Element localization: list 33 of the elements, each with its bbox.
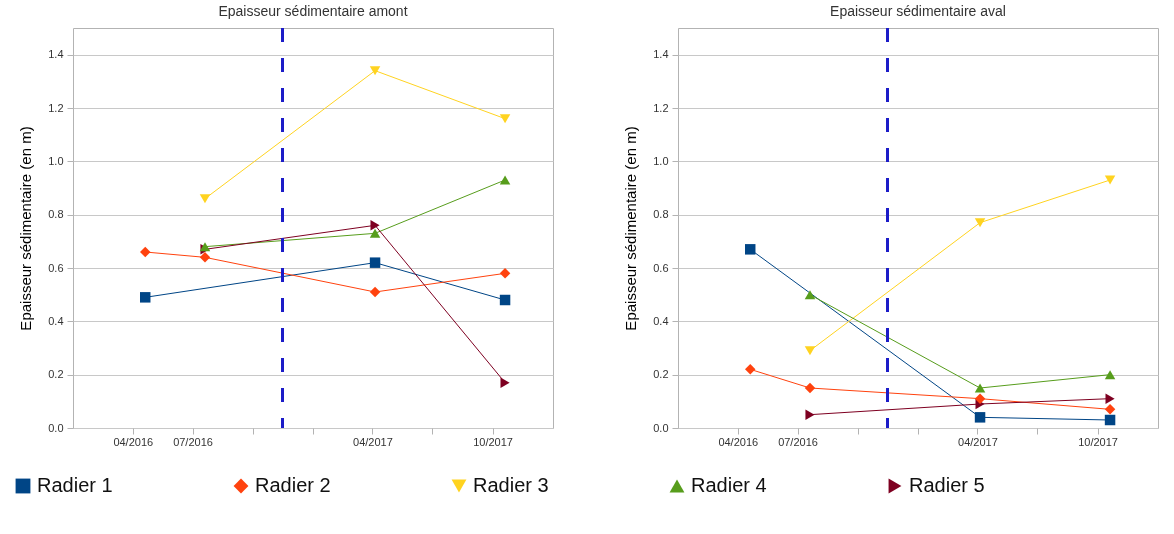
x-tick-label: 07/2016: [778, 435, 818, 448]
x-tick-label: 04/2016: [718, 435, 759, 448]
y-tick-label: 1.0: [48, 154, 64, 167]
y-tick-label: 1.4: [48, 48, 64, 61]
y-tick-label: 0.8: [653, 208, 669, 221]
y-tick-label: 0.0: [48, 421, 64, 434]
y-tick-label: 1.2: [653, 101, 669, 114]
chart-title: Epaisseur sédimentaire aval: [830, 2, 1006, 19]
x-tick-label: 04/2016: [113, 435, 154, 448]
y-axis-title: Epaisseur sédimentaire (en m): [622, 126, 640, 331]
y-tick-label: 0.4: [653, 314, 669, 327]
y-tick-label: 0.4: [48, 314, 64, 327]
y-tick-label: 0.6: [48, 261, 64, 274]
x-tick-label: 04/2017: [353, 435, 393, 448]
legend-label: Radier 1: [37, 474, 113, 496]
y-tick-label: 0.6: [653, 261, 669, 274]
chart-title: Epaisseur sédimentaire amont: [218, 2, 408, 19]
y-tick-label: 0.0: [653, 421, 669, 434]
x-tick-label: 04/2017: [958, 435, 998, 448]
y-tick-label: 1.0: [653, 154, 669, 167]
x-tick-label: 10/2017: [1078, 435, 1118, 448]
y-tick-label: 0.2: [48, 368, 64, 381]
legend-label: Radier 3: [473, 474, 549, 496]
y-tick-label: 1.2: [48, 101, 64, 114]
y-axis-title: Epaisseur sédimentaire (en m): [17, 126, 35, 331]
legend-label: Radier 4: [691, 474, 767, 496]
y-tick-label: 0.2: [653, 368, 669, 381]
legend-label: Radier 2: [255, 474, 331, 496]
x-tick-label: 07/2016: [173, 435, 213, 448]
y-tick-label: 1.4: [653, 48, 669, 61]
x-tick-label: 10/2017: [473, 435, 513, 448]
legend-label: Radier 5: [909, 474, 985, 496]
y-tick-label: 0.8: [48, 208, 64, 221]
